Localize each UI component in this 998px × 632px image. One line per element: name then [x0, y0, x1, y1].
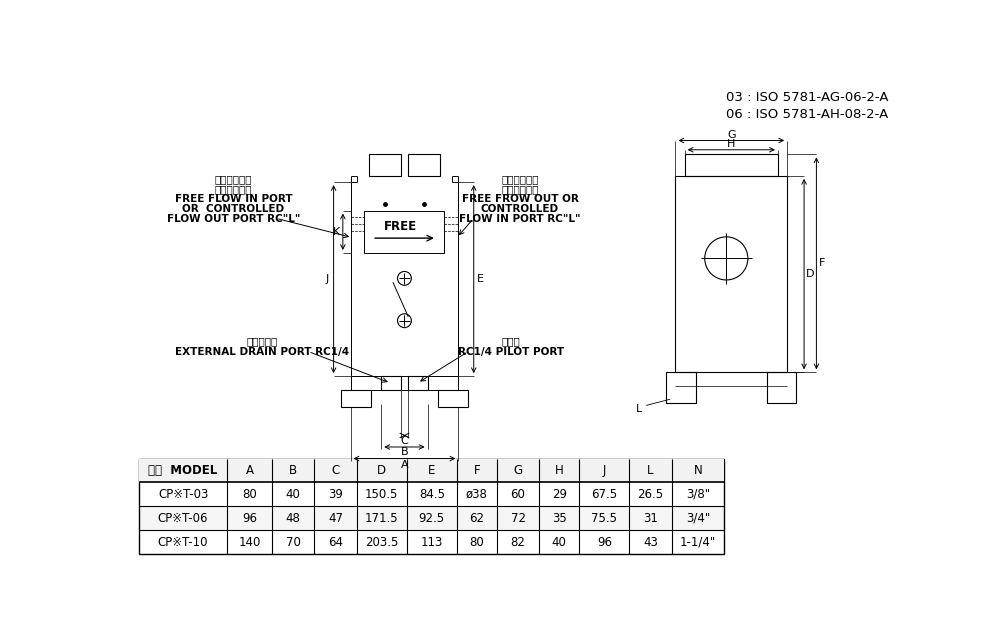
Bar: [685, 154, 777, 176]
Text: 150.5: 150.5: [365, 488, 398, 501]
Text: 31: 31: [643, 512, 658, 525]
Bar: [139, 459, 724, 482]
Bar: [341, 390, 370, 407]
Text: J: J: [325, 274, 329, 284]
Text: C: C: [331, 464, 339, 477]
Text: N: N: [694, 464, 703, 477]
Text: 3/4": 3/4": [686, 512, 710, 525]
Text: 控制油流入口: 控制油流入口: [501, 185, 539, 195]
Text: 82: 82: [511, 535, 526, 549]
Text: 40: 40: [552, 535, 567, 549]
Text: 62: 62: [469, 512, 484, 525]
Text: E: E: [428, 464, 435, 477]
Text: A: A: [400, 459, 408, 470]
Text: 1-1/4": 1-1/4": [680, 535, 716, 549]
Text: K: K: [333, 227, 340, 237]
Text: FREE FROW OUT OR: FREE FROW OUT OR: [461, 195, 579, 204]
Text: RC1/4 PILOT PORT: RC1/4 PILOT PORT: [458, 347, 564, 357]
Text: F: F: [473, 464, 480, 477]
Text: CP※T-06: CP※T-06: [158, 512, 209, 525]
Text: 47: 47: [328, 512, 343, 525]
Text: EXTERNAL DRAIN PORT RC1/4: EXTERNAL DRAIN PORT RC1/4: [175, 347, 349, 357]
Text: FREE FLOW IN PORT: FREE FLOW IN PORT: [175, 195, 292, 204]
Bar: [139, 459, 724, 554]
Text: A: A: [246, 464, 253, 477]
Text: D: D: [806, 269, 814, 279]
Text: 引導孔: 引導孔: [501, 336, 520, 346]
Text: 35: 35: [552, 512, 567, 525]
Text: ø38: ø38: [466, 488, 488, 501]
Text: 203.5: 203.5: [365, 535, 398, 549]
Text: B: B: [289, 464, 297, 477]
Bar: [767, 372, 796, 403]
Text: 外部洩流口: 外部洩流口: [247, 336, 277, 346]
Text: 72: 72: [511, 512, 526, 525]
Text: 92.5: 92.5: [419, 512, 445, 525]
Text: 70: 70: [285, 535, 300, 549]
Bar: [139, 482, 724, 506]
Text: J: J: [603, 464, 606, 477]
Bar: [369, 154, 401, 176]
Bar: [364, 210, 444, 253]
Bar: [407, 154, 440, 176]
Text: 自由油流入口: 自由油流入口: [215, 174, 252, 185]
Text: 140: 140: [239, 535, 260, 549]
Bar: [381, 376, 400, 390]
Text: CP※T-10: CP※T-10: [158, 535, 209, 549]
Text: 43: 43: [643, 535, 658, 549]
Text: 26.5: 26.5: [638, 488, 664, 501]
Bar: [438, 390, 468, 407]
Text: 自由油流出口: 自由油流出口: [501, 174, 539, 185]
Text: 03 : ISO 5781-AG-06-2-A: 03 : ISO 5781-AG-06-2-A: [726, 91, 888, 104]
Text: 67.5: 67.5: [591, 488, 618, 501]
Text: 80: 80: [469, 535, 484, 549]
Text: FLOW IN PORT RC"L": FLOW IN PORT RC"L": [459, 214, 581, 224]
Bar: [139, 530, 724, 554]
Text: 06 : ISO 5781-AH-08-2-A: 06 : ISO 5781-AH-08-2-A: [726, 108, 888, 121]
Text: L: L: [636, 404, 642, 414]
Bar: [676, 176, 787, 372]
Bar: [667, 372, 696, 403]
Text: 75.5: 75.5: [591, 512, 617, 525]
Text: 80: 80: [243, 488, 257, 501]
Text: CP※T-03: CP※T-03: [158, 488, 209, 501]
Text: 3/8": 3/8": [686, 488, 710, 501]
Text: 29: 29: [552, 488, 567, 501]
Text: D: D: [377, 464, 386, 477]
Text: F: F: [819, 258, 825, 269]
Text: 113: 113: [420, 535, 443, 549]
Text: E: E: [476, 274, 483, 284]
Text: H: H: [728, 140, 736, 149]
Text: 96: 96: [243, 512, 257, 525]
Text: G: G: [513, 464, 523, 477]
Text: FLOW OUT PORT RC"L": FLOW OUT PORT RC"L": [167, 214, 300, 224]
Text: 171.5: 171.5: [365, 512, 398, 525]
Bar: [139, 506, 724, 530]
Text: FREE: FREE: [384, 220, 417, 233]
Text: 型式  MODEL: 型式 MODEL: [149, 464, 218, 477]
Text: OR  CONTROLLED: OR CONTROLLED: [183, 204, 284, 214]
Text: 39: 39: [328, 488, 343, 501]
Text: 60: 60: [511, 488, 526, 501]
Text: C: C: [400, 436, 408, 446]
Text: G: G: [727, 130, 736, 140]
Text: 64: 64: [328, 535, 343, 549]
Text: 40: 40: [285, 488, 300, 501]
Text: CONTROLLED: CONTROLLED: [481, 204, 559, 214]
Text: 96: 96: [597, 535, 612, 549]
Text: B: B: [400, 447, 408, 458]
Text: H: H: [555, 464, 564, 477]
Text: 控制油流出口: 控制油流出口: [215, 185, 252, 195]
Text: 84.5: 84.5: [419, 488, 445, 501]
Text: L: L: [648, 464, 654, 477]
Text: 48: 48: [285, 512, 300, 525]
Bar: [408, 376, 427, 390]
